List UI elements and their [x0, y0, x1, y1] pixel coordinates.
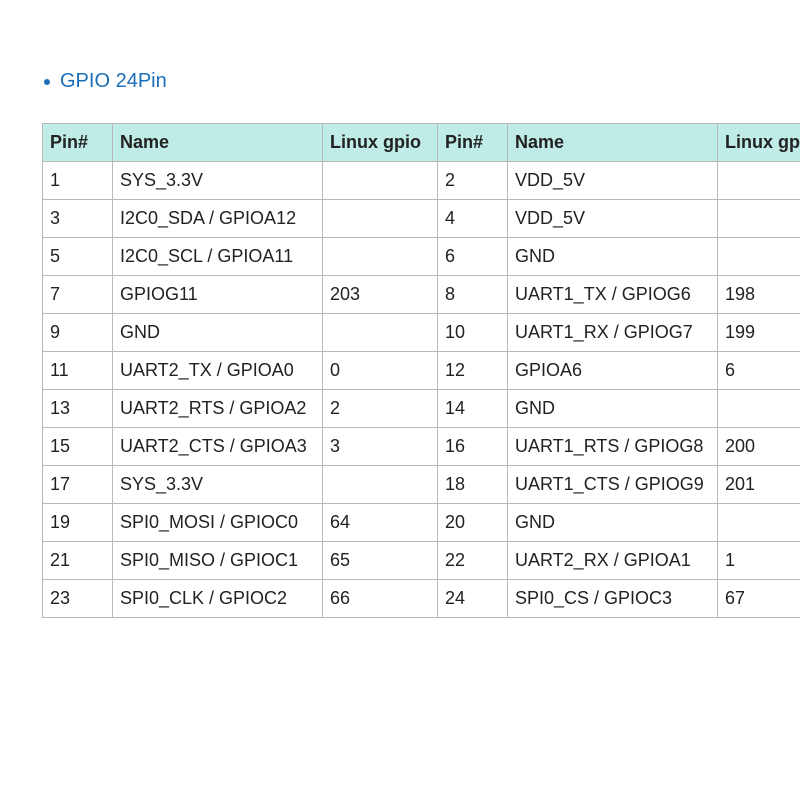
table-cell [323, 314, 438, 352]
table-cell: 1 [718, 542, 800, 580]
table-cell: UART1_TX / GPIOG6 [508, 276, 718, 314]
table-cell: 7 [43, 276, 113, 314]
table-cell: 199 [718, 314, 800, 352]
table-cell: UART2_TX / GPIOA0 [113, 352, 323, 390]
table-cell: 19 [43, 504, 113, 542]
table-cell: I2C0_SCL / GPIOA11 [113, 238, 323, 276]
table-cell: SPI0_MOSI / GPIOC0 [113, 504, 323, 542]
table-cell: 6 [718, 352, 800, 390]
table-cell: 64 [323, 504, 438, 542]
table-cell [323, 200, 438, 238]
table-cell [718, 200, 800, 238]
table-cell [718, 162, 800, 200]
table-cell: 65 [323, 542, 438, 580]
col-header: Pin# [438, 124, 508, 162]
table-cell: 2 [323, 390, 438, 428]
table-cell: 4 [438, 200, 508, 238]
table-cell: GND [113, 314, 323, 352]
table-cell: 3 [43, 200, 113, 238]
col-header: Name [508, 124, 718, 162]
table-cell: 198 [718, 276, 800, 314]
table-cell: GND [508, 238, 718, 276]
bullet-icon [44, 79, 50, 85]
table-cell: 66 [323, 580, 438, 618]
table-cell: 23 [43, 580, 113, 618]
table-row: 13UART2_RTS / GPIOA2214GND [43, 390, 800, 428]
table-cell: UART1_CTS / GPIOG9 [508, 466, 718, 504]
table-cell: I2C0_SDA / GPIOA12 [113, 200, 323, 238]
table-row: 23SPI0_CLK / GPIOC26624SPI0_CS / GPIOC36… [43, 580, 800, 618]
table-cell: UART2_RX / GPIOA1 [508, 542, 718, 580]
table-cell: 16 [438, 428, 508, 466]
table-cell: GPIOA6 [508, 352, 718, 390]
table-cell: 9 [43, 314, 113, 352]
table-cell: 0 [323, 352, 438, 390]
table-cell: 1 [43, 162, 113, 200]
table-cell: 13 [43, 390, 113, 428]
table-cell: 201 [718, 466, 800, 504]
table-cell: SPI0_CS / GPIOC3 [508, 580, 718, 618]
table-cell: 14 [438, 390, 508, 428]
table-cell: SPI0_MISO / GPIOC1 [113, 542, 323, 580]
table-cell: UART1_RTS / GPIOG8 [508, 428, 718, 466]
table-cell [323, 238, 438, 276]
section-title: GPIO 24Pin [44, 70, 758, 93]
table-row: 19SPI0_MOSI / GPIOC06420GND [43, 504, 800, 542]
table-row: 15UART2_CTS / GPIOA3316UART1_RTS / GPIOG… [43, 428, 800, 466]
table-cell: 2 [438, 162, 508, 200]
table-cell: GPIOG11 [113, 276, 323, 314]
table-cell [718, 390, 800, 428]
table-cell: 12 [438, 352, 508, 390]
table-cell: 21 [43, 542, 113, 580]
table-row: 7GPIOG112038UART1_TX / GPIOG6198 [43, 276, 800, 314]
table-cell: 67 [718, 580, 800, 618]
table-cell [718, 238, 800, 276]
table-cell: SPI0_CLK / GPIOC2 [113, 580, 323, 618]
table-cell: UART2_CTS / GPIOA3 [113, 428, 323, 466]
table-row: 1SYS_3.3V 2VDD_5V [43, 162, 800, 200]
table-cell: 24 [438, 580, 508, 618]
table-cell: 200 [718, 428, 800, 466]
table-cell: VDD_5V [508, 162, 718, 200]
table-row: 11UART2_TX / GPIOA0012GPIOA66 [43, 352, 800, 390]
table-cell: GND [508, 504, 718, 542]
table-cell: 5 [43, 238, 113, 276]
table-cell: 18 [438, 466, 508, 504]
table-cell [323, 466, 438, 504]
table-cell: 22 [438, 542, 508, 580]
table-cell: 11 [43, 352, 113, 390]
table-row: 9GND 10UART1_RX / GPIOG7199 [43, 314, 800, 352]
col-header: Linux gpio [718, 124, 800, 162]
table-row: 17SYS_3.3V 18UART1_CTS / GPIOG9201 [43, 466, 800, 504]
table-cell [718, 504, 800, 542]
title-text: GPIO 24Pin [60, 70, 167, 93]
table-cell: UART1_RX / GPIOG7 [508, 314, 718, 352]
table-row: 21SPI0_MISO / GPIOC16522UART2_RX / GPIOA… [43, 542, 800, 580]
table-header: Pin#NameLinux gpioPin#NameLinux gpio [43, 124, 800, 162]
col-header: Name [113, 124, 323, 162]
table-cell: UART2_RTS / GPIOA2 [113, 390, 323, 428]
table-cell: 8 [438, 276, 508, 314]
col-header: Linux gpio [323, 124, 438, 162]
table-cell: 6 [438, 238, 508, 276]
page-container: GPIO 24Pin Pin#NameLinux gpioPin#NameLin… [0, 0, 800, 618]
table-cell: 15 [43, 428, 113, 466]
table-cell: GND [508, 390, 718, 428]
table-cell: 203 [323, 276, 438, 314]
table-body: 1SYS_3.3V2VDD_5V3I2C0_SDA / GPIOA124VDD_… [43, 162, 800, 618]
table-cell: 20 [438, 504, 508, 542]
col-header: Pin# [43, 124, 113, 162]
table-cell: 17 [43, 466, 113, 504]
table-cell: SYS_3.3V [113, 162, 323, 200]
table-row: 3I2C0_SDA / GPIOA12 4VDD_5V [43, 200, 800, 238]
table-cell: 3 [323, 428, 438, 466]
table-cell: VDD_5V [508, 200, 718, 238]
table-cell: SYS_3.3V [113, 466, 323, 504]
table-cell: 10 [438, 314, 508, 352]
table-row: 5I2C0_SCL / GPIOA11 6GND [43, 238, 800, 276]
table-cell [323, 162, 438, 200]
gpio-table: Pin#NameLinux gpioPin#NameLinux gpio 1SY… [42, 123, 800, 618]
